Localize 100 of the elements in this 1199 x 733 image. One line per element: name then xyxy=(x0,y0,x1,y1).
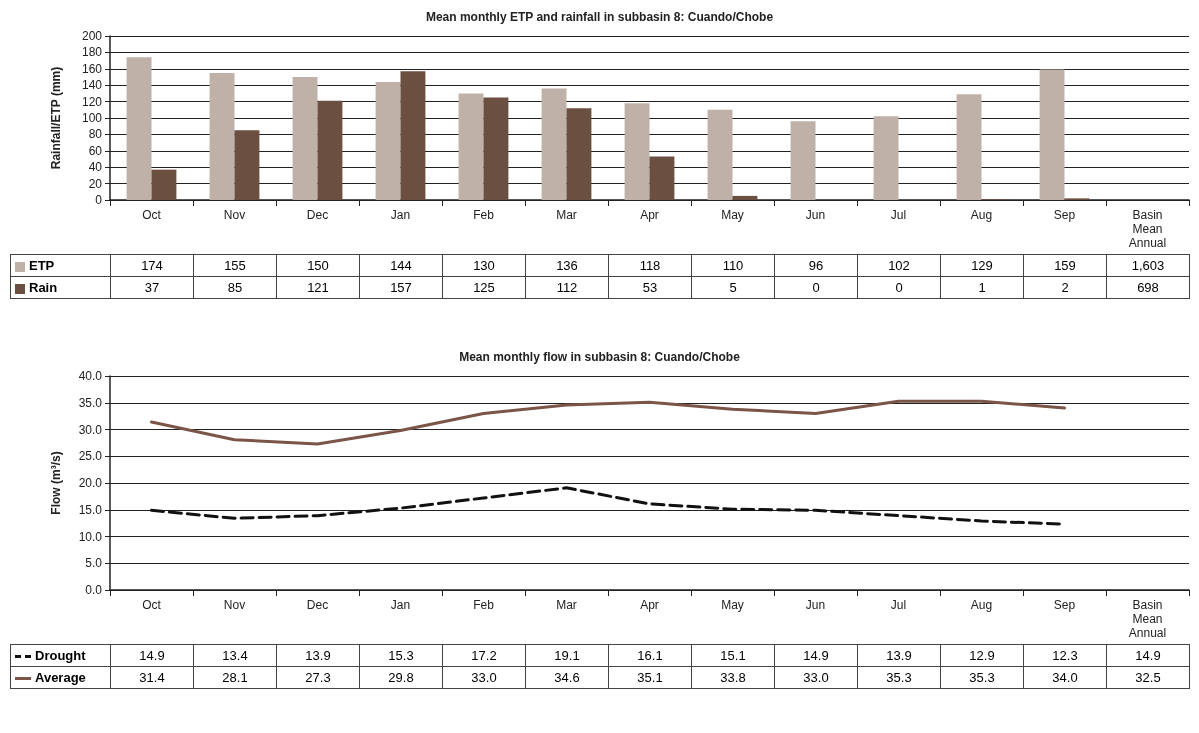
legend-label: ETP xyxy=(10,254,111,277)
data-label: 35.1 xyxy=(608,666,692,689)
data-label: 34.6 xyxy=(525,666,609,689)
bar xyxy=(458,93,484,200)
data-label: 129 xyxy=(940,254,1024,277)
x-tick-label: Oct xyxy=(142,598,162,612)
data-label: 13.9 xyxy=(857,644,941,667)
y-tick-label: 25.0 xyxy=(78,449,103,464)
data-label: 12.3 xyxy=(1023,644,1107,667)
legend-label: Drought xyxy=(10,644,111,667)
data-label: 85 xyxy=(193,276,277,299)
y-tick-label: 100 xyxy=(81,111,103,125)
data-label: 5 xyxy=(691,276,775,299)
bar xyxy=(649,156,675,200)
data-label: 29.8 xyxy=(359,666,443,689)
x-tick-label: Mar xyxy=(556,598,577,612)
x-tick-label: Dec xyxy=(306,208,329,222)
y-tick-label: 10.0 xyxy=(78,529,103,544)
data-label: 155 xyxy=(193,254,277,277)
x-tick-label: Apr xyxy=(640,208,659,222)
data-label: 19.1 xyxy=(525,644,609,667)
bar xyxy=(624,103,650,200)
bar xyxy=(566,108,592,200)
x-tick-label: Basin Mean Annual xyxy=(1128,598,1167,640)
data-label: 110 xyxy=(691,254,775,277)
y-tick-label: 15.0 xyxy=(78,502,103,517)
data-label: 150 xyxy=(276,254,360,277)
data-label: 125 xyxy=(442,276,526,299)
bar xyxy=(541,88,567,200)
y-tick-label: 0 xyxy=(95,193,103,207)
data-label: 0 xyxy=(857,276,941,299)
data-label: 31.4 xyxy=(110,666,194,689)
data-label: 118 xyxy=(608,254,692,277)
x-tick-label: Nov xyxy=(223,208,246,222)
data-label: 112 xyxy=(525,276,609,299)
data-label: 53 xyxy=(608,276,692,299)
bar xyxy=(375,81,401,200)
data-label: 13.4 xyxy=(193,644,277,667)
y-tick-label: 40.0 xyxy=(78,369,103,383)
x-tick-label: Feb xyxy=(473,208,495,222)
data-label: 2 xyxy=(1023,276,1107,299)
data-label: 144 xyxy=(359,254,443,277)
x-tick-label: Sep xyxy=(1053,208,1076,222)
data-label: 34.0 xyxy=(1023,666,1107,689)
y-tick-label: 20 xyxy=(88,176,103,191)
y-tick-label: 120 xyxy=(81,94,103,109)
y-tick-label: 60 xyxy=(88,143,103,158)
x-tick-label: Oct xyxy=(142,208,162,222)
y-tick-label: 35.0 xyxy=(78,395,103,410)
y-tick-label: 80 xyxy=(88,127,103,142)
data-label: 0 xyxy=(774,276,858,299)
data-label: 14.9 xyxy=(774,644,858,667)
bar xyxy=(234,130,260,200)
x-tick-label: Basin Mean Annual xyxy=(1128,208,1167,250)
data-label: 35.3 xyxy=(857,666,941,689)
x-tick-label: Jun xyxy=(805,598,826,612)
data-label: 159 xyxy=(1023,254,1107,277)
bar xyxy=(209,72,235,200)
x-tick-label: Apr xyxy=(640,598,659,612)
data-label: 14.9 xyxy=(110,644,194,667)
x-tick-label: Jan xyxy=(390,208,411,222)
x-tick-label: Jul xyxy=(890,598,907,612)
y-tick-label: 40 xyxy=(88,160,103,175)
data-label: 17.2 xyxy=(442,644,526,667)
x-tick-label: Aug xyxy=(970,598,993,612)
text: 698 xyxy=(1137,280,1159,295)
x-tick-label: Nov xyxy=(223,598,246,612)
legend-label: Rain xyxy=(10,276,111,299)
data-label: 136 xyxy=(525,254,609,277)
y-tick-label: 180 xyxy=(81,45,103,60)
data-label: 15.3 xyxy=(359,644,443,667)
data-label: 174 xyxy=(110,254,194,277)
data-label: 121 xyxy=(276,276,360,299)
line-series xyxy=(150,399,1066,446)
chart-title: Mean monthly ETP and rainfall in subbasin 8: Cuando/Chobe xyxy=(425,10,774,24)
bar xyxy=(151,169,177,200)
data-label: 102 xyxy=(857,254,941,277)
x-tick-label: Mar xyxy=(556,208,577,222)
chart-title: Mean monthly flow in subbasin 8: Cuando/Chobe xyxy=(459,350,741,364)
bar xyxy=(317,100,343,200)
y-axis-title: Flow (m³/s) xyxy=(49,451,63,515)
y-tick-label: 200 xyxy=(81,29,103,43)
data-label: 33.8 xyxy=(691,666,775,689)
y-tick-label: 160 xyxy=(81,61,103,76)
y-tick-label: 30.0 xyxy=(78,422,103,437)
text: 32.5 xyxy=(1135,670,1161,685)
bar xyxy=(732,195,758,200)
text: 1,603 xyxy=(1131,258,1165,273)
bar xyxy=(400,71,426,200)
bar xyxy=(483,97,509,200)
x-tick-label: Jun xyxy=(805,208,826,222)
x-tick-label: Aug xyxy=(970,208,993,222)
data-label: 27.3 xyxy=(276,666,360,689)
legend-label: Average xyxy=(10,666,111,689)
x-tick-label: May xyxy=(721,598,744,612)
y-tick-label: 0.0 xyxy=(85,583,103,597)
y-axis-title: Rainfall/ETP (mm) xyxy=(49,66,63,170)
data-label: 1 xyxy=(940,276,1024,299)
x-tick-label: Dec xyxy=(306,598,329,612)
data-label: 13.9 xyxy=(276,644,360,667)
